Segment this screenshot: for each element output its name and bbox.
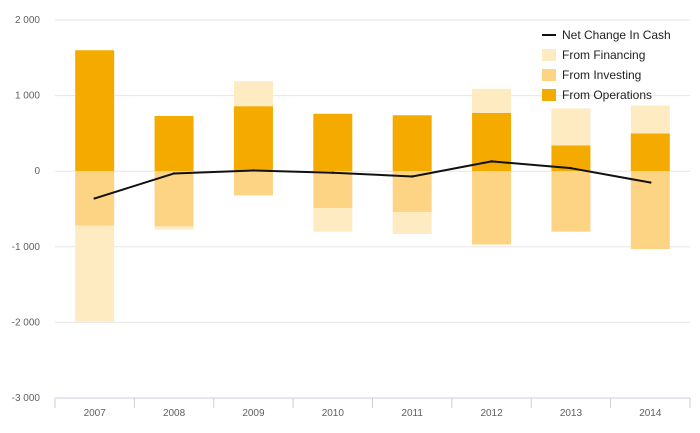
y-tick-label: 0 [34,166,40,177]
bar-from-investing-2012 [472,171,512,245]
legend-swatch-from-investing [542,69,556,81]
y-tick-label: -3 000 [12,393,41,404]
x-tick-label: 2009 [242,408,265,419]
net-change-line [94,160,651,200]
y-tick-label: 1 000 [15,91,40,102]
bar-from-financing-2012 [472,88,512,113]
axes: 2 000 1 000 0 -1 000 -2 000 -3 000 2007 2008 200… [12,15,691,419]
net-change-point-2008 [172,172,176,175]
x-tick-label: 2007 [84,408,107,419]
bar-from-operations-2010 [313,113,353,172]
bar-from-operations-2008 [154,116,194,172]
x-tick-label: 2014 [639,408,662,419]
net-change-point-2013 [569,166,573,170]
y-tick-label: 2 000 [15,15,40,26]
bars [75,50,670,322]
net-change-point-2007 [93,197,96,200]
net-change-point-2010 [331,171,335,174]
legend-label-net-change-in-cash: Net Change In Cash [562,28,671,42]
bar-from-operations-2007 [75,50,115,172]
legend-label-from-operations: From Operations [562,88,652,102]
bar-from-financing-2011 [392,212,432,234]
bar-from-investing-2013 [551,171,591,232]
bar-from-financing-2014 [630,105,670,134]
bar-from-operations-2011 [392,115,432,172]
bar-from-financing-2009 [233,81,273,107]
bar-from-operations-2014 [630,133,670,172]
net-change-point-2014 [649,181,652,184]
legend-swatch-from-financing [542,49,556,61]
x-tick-label: 2010 [322,408,345,419]
bar-from-financing-2007 [75,225,115,322]
net-change-point-2009 [252,169,255,172]
bar-from-financing-2008 [154,226,194,230]
legend: Net Change In Cash From Financing From Inv… [542,28,671,102]
x-tick-label: 2011 [401,408,423,419]
legend-swatch-from-operations [542,89,556,101]
bar-from-investing-2011 [392,171,432,213]
x-tick-label: 2012 [480,408,503,419]
bar-from-financing-2010 [313,208,353,232]
y-tick-label: -1 000 [12,242,41,253]
x-tick-label: 2008 [163,408,186,419]
bar-from-investing-2014 [630,171,670,250]
net-change-point-2012 [490,160,493,163]
legend-label-from-investing: From Investing [562,68,641,82]
grid [55,19,690,323]
bar-from-financing-2013 [551,108,591,146]
bar-from-investing-2010 [313,171,353,209]
y-tick-label: -2 000 [12,317,41,328]
bar-from-operations-2009 [233,106,273,172]
x-tick-label: 2013 [560,408,583,419]
net-change-line-layer [93,160,652,200]
net-change-point-2011 [410,175,414,178]
bar-from-investing-2009 [233,171,273,196]
bar-from-investing-2008 [154,171,194,227]
legend-label-from-financing: From Financing [562,48,645,62]
